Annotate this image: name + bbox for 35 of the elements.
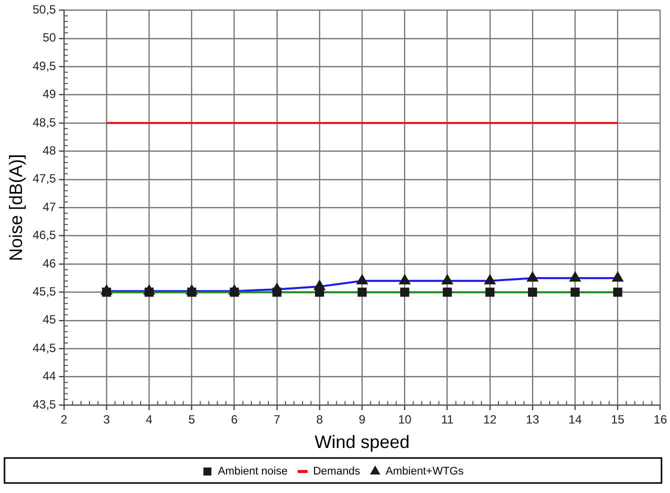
x-tick-label: 14 xyxy=(568,412,582,427)
y-tick-label: 50 xyxy=(42,30,56,45)
x-tick-label: 4 xyxy=(146,412,153,427)
y-tick-label: 46,5 xyxy=(32,228,56,242)
x-tick-label: 9 xyxy=(358,412,366,427)
x-tick-label: 16 xyxy=(654,412,668,427)
legend-label: Ambient noise xyxy=(218,466,288,478)
x-tick-label: 3 xyxy=(103,412,110,427)
x-tick-label: 13 xyxy=(526,412,540,427)
x-tick-label: 2 xyxy=(60,412,68,427)
x-axis-title: Wind speed xyxy=(314,432,410,452)
y-tick-label: 44,5 xyxy=(32,340,56,355)
y-tick-label: 49 xyxy=(42,87,56,102)
y-tick-label: 44 xyxy=(42,369,56,384)
y-tick-label: 45 xyxy=(42,312,56,327)
y-tick-label: 50,5 xyxy=(32,2,56,17)
legend-label: Demands xyxy=(313,466,361,478)
x-tick-label: 10 xyxy=(398,412,412,427)
y-tick-label: 49,5 xyxy=(32,58,56,73)
y-tick-label: 48,5 xyxy=(32,115,56,130)
x-tick-label: 12 xyxy=(483,412,497,427)
x-tick-label: 11 xyxy=(441,412,454,427)
y-tick-label: 47 xyxy=(42,200,56,214)
x-tick-label: 8 xyxy=(316,412,324,427)
y-tick-label: 46 xyxy=(42,256,56,270)
y-tick-label: 45,5 xyxy=(32,284,56,299)
x-tick-label: 6 xyxy=(231,412,238,427)
x-tick-label: 5 xyxy=(188,412,196,427)
y-axis-title: Noise [dB(A)] xyxy=(6,154,26,262)
legend-label: Ambient+WTGs xyxy=(386,466,464,478)
x-tick-label: 15 xyxy=(611,412,625,427)
y-tick-label: 48 xyxy=(42,144,56,158)
y-tick-label: 43,5 xyxy=(32,397,56,412)
x-tick-label: 7 xyxy=(274,412,281,427)
y-tick-label: 47,5 xyxy=(32,172,56,186)
